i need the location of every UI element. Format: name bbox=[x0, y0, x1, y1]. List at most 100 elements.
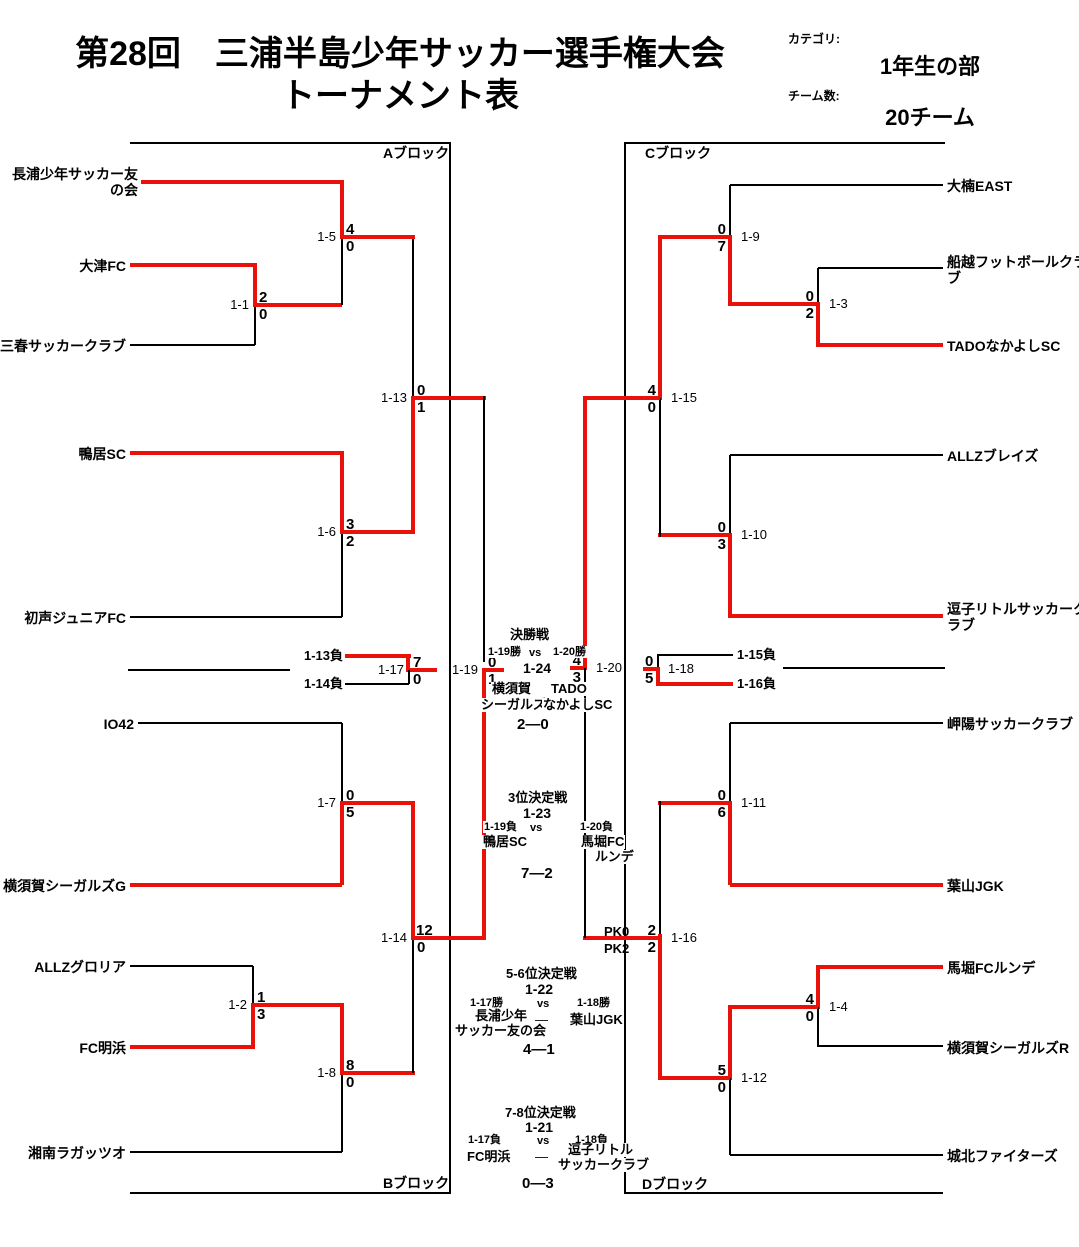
fifth-place-match-no: 1-22 bbox=[524, 981, 555, 998]
loser-label-1-16: 1-16負 bbox=[737, 676, 777, 691]
bracket-line bbox=[406, 654, 410, 672]
bracket-line bbox=[253, 263, 257, 307]
match-1-14-bottom-score: 0 bbox=[417, 939, 426, 956]
team-funakoshi: 船越フットボールクラブ bbox=[947, 254, 1079, 286]
team-hassei: 初声ジュニアFC bbox=[24, 610, 126, 626]
match-label-1-4: 1-4 bbox=[829, 999, 848, 1014]
bracket-line bbox=[251, 1003, 255, 1049]
bracket-line bbox=[728, 533, 732, 618]
team-nagaura: 長浦少年サッカー友の会 bbox=[12, 166, 138, 198]
match-1-20-top-score: 4 bbox=[572, 652, 581, 669]
bracket-line bbox=[818, 965, 943, 969]
match-label-1-6: 1-6 bbox=[317, 524, 336, 539]
bracket-line bbox=[817, 1007, 819, 1047]
bracket-frame-top-right bbox=[625, 142, 945, 144]
bracket-line bbox=[728, 1005, 818, 1009]
bracket-line bbox=[659, 801, 661, 938]
team-yokosuka-g: 横須賀シーガルズG bbox=[3, 878, 126, 894]
bracket-line bbox=[341, 723, 343, 804]
fifth-place-right-team: 葉山JGK bbox=[569, 1012, 624, 1028]
bracket-line bbox=[130, 1045, 253, 1049]
bracket-line bbox=[728, 1005, 732, 1080]
team-kohyo: 岬陽サッカークラブ bbox=[947, 716, 1073, 732]
match-label-1-13: 1-13 bbox=[380, 390, 407, 405]
match-1-12-bottom-score: 0 bbox=[717, 1079, 726, 1096]
bracket-frame-top-left bbox=[130, 142, 450, 144]
seventh-place-right-team-line2: サッカークラブ bbox=[557, 1157, 651, 1173]
bracket-line bbox=[730, 722, 943, 724]
bracket-line bbox=[656, 682, 733, 686]
match-1-9-top-score: 0 bbox=[717, 221, 726, 238]
bracket-line bbox=[141, 180, 342, 184]
bracket-line bbox=[482, 668, 486, 940]
bracket-line bbox=[818, 1045, 943, 1047]
team-miharu: 三春サッカークラブ bbox=[0, 338, 126, 354]
bracket-line bbox=[818, 343, 943, 347]
bracket-line bbox=[658, 1076, 730, 1080]
team-yokosuka-r: 横須賀シーガルズR bbox=[947, 1040, 1070, 1056]
final-right-team-line1: TADO bbox=[550, 681, 588, 697]
fifth-place-vs: vs bbox=[536, 998, 551, 1011]
loser-label-1-13: 1-13負 bbox=[303, 648, 343, 663]
match-1-12-top-score: 5 bbox=[717, 1062, 726, 1079]
match-1-6-bottom-score: 2 bbox=[346, 533, 355, 550]
bracket-line bbox=[340, 180, 344, 239]
match-1-20-bottom-score: 3 bbox=[572, 669, 581, 686]
match-label-1-16: 1-16 bbox=[671, 930, 698, 945]
block-label-c: Cブロック bbox=[645, 145, 712, 161]
bracket-line bbox=[340, 801, 344, 885]
final-title: 決勝戦 bbox=[509, 627, 551, 643]
bracket-line bbox=[730, 883, 943, 887]
bracket-line bbox=[341, 534, 343, 617]
bracket-line bbox=[341, 1073, 343, 1152]
final-score: 2—0 bbox=[516, 716, 550, 734]
block-label-b: Bブロック bbox=[383, 1175, 450, 1191]
match-1-1-top-score: 2 bbox=[259, 289, 268, 306]
match-label-1-2: 1-2 bbox=[228, 997, 247, 1012]
seventh-place-title: 7-8位決定戦 bbox=[504, 1105, 577, 1121]
match-1-8-top-score: 8 bbox=[346, 1057, 355, 1074]
match-label-1-18: 1-18 bbox=[668, 661, 695, 676]
fifth-place-dash: — bbox=[534, 1012, 549, 1028]
bracket-line bbox=[251, 1003, 342, 1007]
team-shonan: 湘南ラガッツオ bbox=[28, 1145, 126, 1161]
match-1-16-top-score: 2 bbox=[647, 922, 656, 939]
match-label-1-19: 1-19 bbox=[451, 662, 478, 677]
bracket-spine-left bbox=[449, 142, 451, 1194]
fifth-place-left-team-line1: 長浦少年 bbox=[474, 1008, 529, 1024]
match-1-11-top-score: 0 bbox=[717, 787, 726, 804]
match-1-8-bottom-score: 0 bbox=[346, 1074, 355, 1091]
third-place-score: 7—2 bbox=[520, 865, 554, 883]
match-1-17-top-score: 7 bbox=[413, 654, 422, 671]
block-label-a: Aブロック bbox=[383, 145, 450, 161]
match-1-15-bottom-score: 0 bbox=[647, 399, 656, 416]
bracket-line bbox=[411, 398, 415, 534]
third-place-title: 3位決定戦 bbox=[507, 790, 569, 806]
bracket-line bbox=[583, 936, 660, 940]
fifth-place-score: 4—1 bbox=[522, 1041, 556, 1059]
match-1-16-bottom-pk: PK2 bbox=[604, 941, 630, 956]
match-label-1-10: 1-10 bbox=[741, 527, 768, 542]
match-1-10-top-score: 0 bbox=[717, 519, 726, 536]
bracket-line bbox=[130, 1151, 342, 1153]
match-1-18-bottom-score: 5 bbox=[645, 670, 654, 687]
bracket-line bbox=[340, 530, 415, 534]
seventh-place-left-team: FC明浜 bbox=[466, 1149, 512, 1165]
bracket-line bbox=[730, 1154, 943, 1156]
divider-left bbox=[128, 669, 290, 671]
bracket-line bbox=[658, 801, 730, 805]
bracket-line bbox=[583, 396, 587, 670]
page-title-line2: トーナメント表 bbox=[281, 77, 519, 115]
team-johoku: 城北ファイターズ bbox=[947, 1148, 1058, 1164]
match-1-18-top-score: 0 bbox=[645, 653, 654, 670]
bracket-line bbox=[729, 1078, 731, 1155]
team-allz-gloria: ALLZグロリア bbox=[34, 959, 126, 975]
match-1-2-bottom-score: 3 bbox=[257, 1006, 266, 1023]
seventh-place-dash: — bbox=[534, 1149, 549, 1165]
bracket-line bbox=[816, 302, 820, 347]
bracket-line bbox=[730, 614, 943, 618]
match-1-13-top-score: 0 bbox=[417, 382, 426, 399]
team-oguso-east: 大楠EAST bbox=[947, 178, 1013, 194]
loser-label-1-15: 1-15負 bbox=[737, 647, 777, 662]
